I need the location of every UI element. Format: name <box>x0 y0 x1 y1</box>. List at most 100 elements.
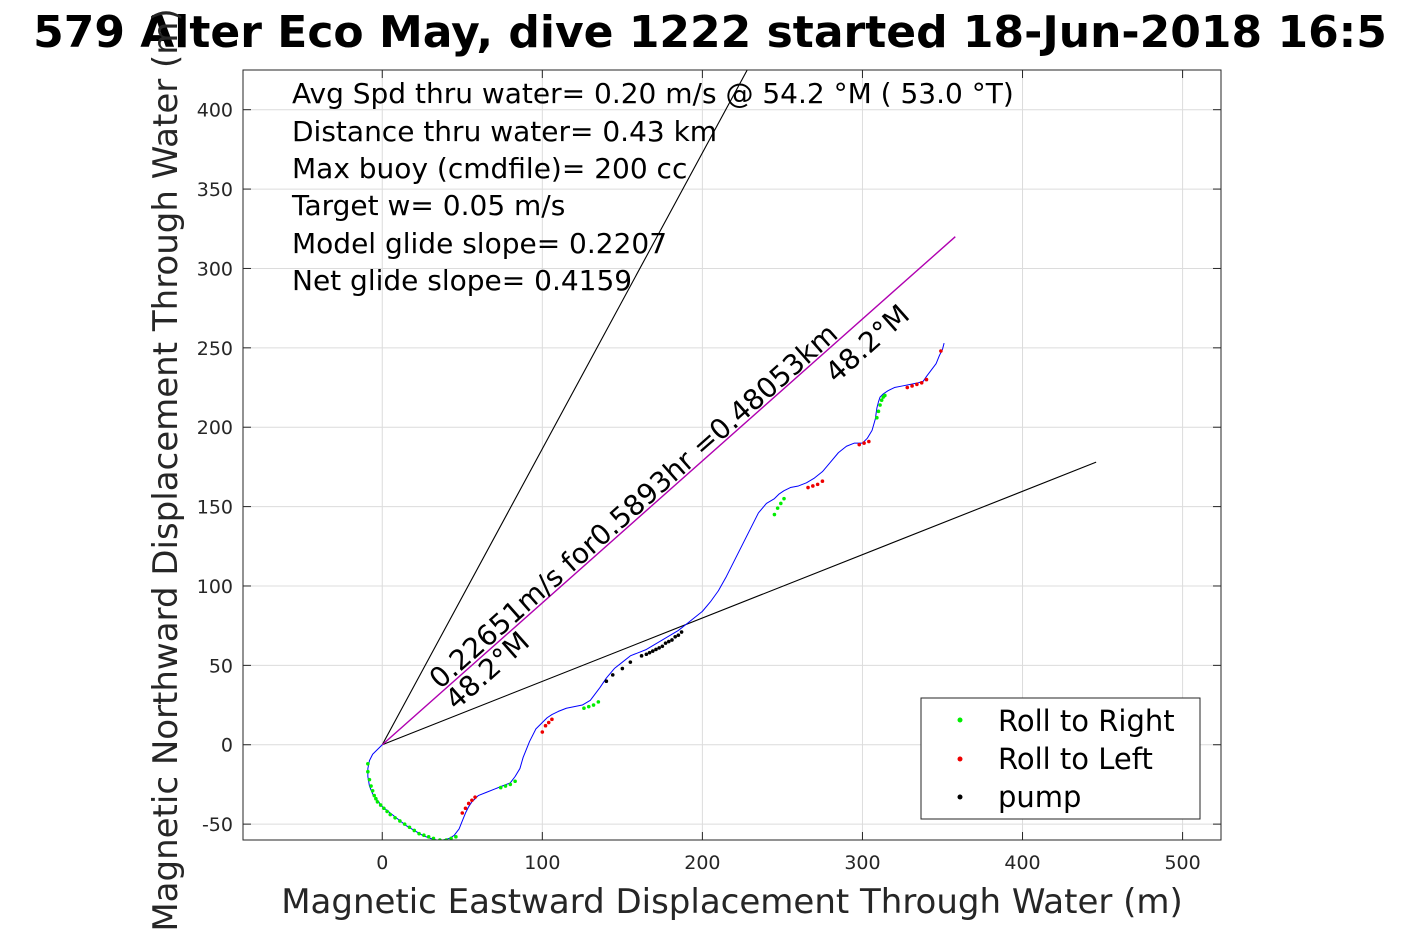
y-tick-label: -50 <box>202 814 233 836</box>
roll-right-point <box>582 706 586 711</box>
roll-left-point <box>905 385 910 390</box>
roll-right-point <box>412 828 417 833</box>
roll-right-point <box>772 512 777 517</box>
annotation-avg-speed: Avg Spd thru water= 0.20 m/s @ 54.2 °M (… <box>292 77 1014 110</box>
roll-right-point <box>426 835 431 839</box>
roll-right-point <box>407 825 412 830</box>
roll-right-point <box>402 822 407 826</box>
roll-left-point <box>806 485 810 490</box>
roll-left-point <box>466 801 471 806</box>
y-tick-label: 200 <box>197 417 233 439</box>
y-tick-label: 150 <box>197 497 233 519</box>
pump-point <box>610 673 615 677</box>
roll-right-point <box>366 761 370 766</box>
roll-left-point <box>811 484 815 488</box>
roll-right-point <box>498 785 503 790</box>
legend-label-roll-left: Roll to Left <box>998 742 1153 776</box>
pump-point <box>604 679 609 684</box>
reference-line-net-vector <box>381 236 956 746</box>
series-track-line <box>367 342 945 840</box>
roll-right-point <box>366 769 370 774</box>
x-tick-label: 200 <box>684 852 720 874</box>
roll-left-point <box>550 717 554 722</box>
roll-right-point <box>382 806 386 811</box>
roll-right-point <box>503 784 508 788</box>
y-tick-label: 300 <box>197 258 233 280</box>
roll-right-point <box>454 835 458 839</box>
pump-point <box>620 666 625 671</box>
roll-right-point <box>422 833 426 838</box>
roll-right-point <box>879 398 884 403</box>
pump-point <box>628 660 633 664</box>
y-tick-label: 350 <box>197 179 233 201</box>
roll-left-point <box>924 377 929 382</box>
roll-left-point <box>473 795 477 799</box>
annotation-block: Avg Spd thru water= 0.20 m/s @ 54.2 °M (… <box>291 77 1014 297</box>
roll-right-point <box>393 815 397 820</box>
pump-point <box>676 633 681 637</box>
x-tick-label: 300 <box>844 852 880 874</box>
roll-right-point <box>875 415 879 420</box>
x-tick-label: 400 <box>1004 852 1040 874</box>
annotation-net-glide: Net glide slope= 0.4159 <box>292 264 632 297</box>
roll-right-point <box>591 703 596 707</box>
roll-left-point <box>463 806 468 811</box>
roll-right-point <box>370 788 375 793</box>
roll-left-point <box>867 439 871 444</box>
roll-right-point <box>374 796 378 801</box>
pump-point <box>660 644 665 649</box>
roll-right-point <box>375 800 380 804</box>
legend-box <box>920 697 1201 820</box>
roll-right-point <box>431 836 436 840</box>
pump-point <box>666 639 671 644</box>
roll-left-point <box>460 811 465 815</box>
pump-point <box>654 647 658 652</box>
roll-left-point <box>546 720 551 725</box>
roll-right-point <box>779 501 783 506</box>
x-tick-label: 0 <box>376 852 388 874</box>
pump-point <box>650 649 655 653</box>
y-axis-label: Magnetic Northward Displacement Through … <box>146 8 186 931</box>
chart-title: 579 Alter Eco May, dive 1222 started 18-… <box>33 7 1387 58</box>
legend-label-roll-right: Roll to Right <box>998 704 1175 738</box>
roll-right-point <box>385 809 389 814</box>
legend-marker-roll-left <box>957 756 963 762</box>
annotation-target-w: Target w= 0.05 m/s <box>291 189 565 222</box>
data-layer <box>366 70 1097 840</box>
legend: Roll to Right Roll to Left pump <box>920 697 1201 820</box>
x-tick-label: 100 <box>524 852 560 874</box>
roll-right-point <box>449 836 453 840</box>
y-tick-label: 50 <box>209 655 233 677</box>
roll-left-point <box>857 442 862 447</box>
reference-line-bound-shallow <box>382 461 1097 746</box>
roll-left-point <box>915 382 919 387</box>
roll-right-point <box>586 704 591 709</box>
roll-left-point <box>470 798 474 803</box>
roll-right-point <box>372 793 377 798</box>
roll-left-point <box>939 349 943 353</box>
y-tick-label: 250 <box>197 338 233 360</box>
roll-right-point <box>398 819 402 823</box>
roll-left-point <box>820 479 825 483</box>
roll-left-point <box>543 723 548 728</box>
annotation-distance: Distance thru water= 0.43 km <box>292 115 717 148</box>
axis-ticks: 0 100 200 300 400 500 -50 0 50 100 150 200 250 300 350… <box>197 70 1221 874</box>
y-tick-label: 100 <box>197 576 233 598</box>
roll-right-point <box>883 393 887 398</box>
roll-right-point <box>367 777 372 782</box>
grid <box>243 70 1221 840</box>
roll-right-point <box>513 779 517 784</box>
legend-label-pump: pump <box>998 780 1081 814</box>
roll-right-point <box>878 403 882 407</box>
roll-right-point <box>369 784 373 788</box>
roll-left-point <box>910 384 914 388</box>
roll-right-point <box>388 812 393 817</box>
axes-box <box>242 69 1222 841</box>
pump-point <box>663 641 668 645</box>
roll-right-point <box>417 831 421 836</box>
roll-right-point <box>378 803 383 807</box>
roll-right-point <box>782 496 786 501</box>
legend-marker-roll-right <box>957 717 963 723</box>
roll-right-point <box>775 506 780 510</box>
